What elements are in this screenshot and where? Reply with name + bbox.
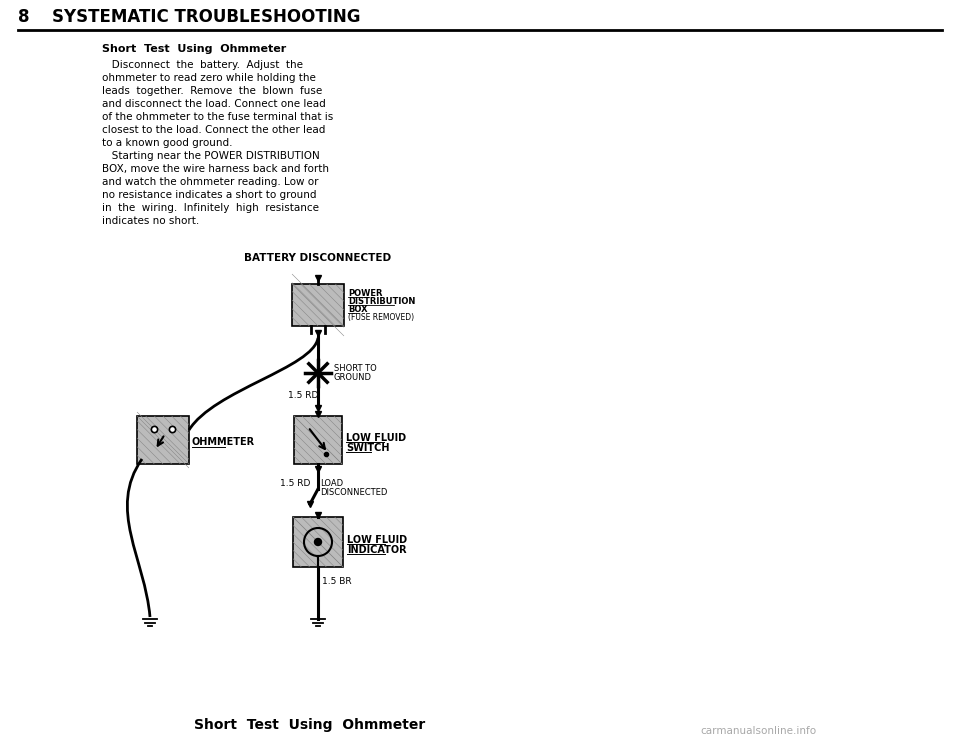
Text: SYSTEMATIC TROUBLESHOOTING: SYSTEMATIC TROUBLESHOOTING [52, 8, 361, 26]
Text: ohmmeter to read zero while holding the: ohmmeter to read zero while holding the [102, 73, 316, 83]
Text: INDICATOR: INDICATOR [347, 545, 407, 555]
Bar [294, 416, 342, 464]
Text: LOW FLUID: LOW FLUID [347, 535, 407, 545]
Circle shape [315, 539, 322, 545]
Text: no resistance indicates a short to ground: no resistance indicates a short to groun… [102, 190, 317, 200]
Text: in  the  wiring.  Infinitely  high  resistance: in the wiring. Infinitely high resistanc… [102, 203, 319, 213]
Text: Disconnect  the  battery.  Adjust  the: Disconnect the battery. Adjust the [102, 60, 303, 70]
Text: and disconnect the load. Connect one lead: and disconnect the load. Connect one lea… [102, 99, 325, 109]
Text: 8: 8 [18, 8, 30, 26]
Text: OHMMETER: OHMMETER [192, 437, 255, 447]
Text: indicates no short.: indicates no short. [102, 216, 200, 226]
Text: closest to the load. Connect the other lead: closest to the load. Connect the other l… [102, 125, 325, 135]
Text: BOX: BOX [348, 305, 368, 314]
Text: (FUSE REMOVED): (FUSE REMOVED) [348, 313, 414, 322]
Text: Short  Test  Using  Ohmmeter: Short Test Using Ohmmeter [194, 718, 425, 732]
Text: DISCONNECTED: DISCONNECTED [320, 488, 388, 497]
Text: and watch the ohmmeter reading. Low or: and watch the ohmmeter reading. Low or [102, 177, 319, 187]
Text: LOAD: LOAD [320, 479, 343, 488]
Bar [137, 416, 189, 464]
Text: GROUND: GROUND [334, 373, 372, 382]
Text: BOX, move the wire harness back and forth: BOX, move the wire harness back and fort… [102, 164, 329, 174]
Bar [292, 284, 344, 326]
Text: 1.5 BR: 1.5 BR [322, 577, 351, 586]
Text: 1.5 RD: 1.5 RD [288, 391, 319, 400]
Text: to a known good ground.: to a known good ground. [102, 138, 232, 148]
Text: 1.5 RD: 1.5 RD [280, 479, 310, 488]
Text: carmanualsonline.info: carmanualsonline.info [700, 726, 816, 736]
Text: of the ohmmeter to the fuse terminal that is: of the ohmmeter to the fuse terminal tha… [102, 112, 333, 122]
Bar [293, 517, 343, 567]
Text: SWITCH: SWITCH [346, 443, 390, 453]
Text: SHORT TO: SHORT TO [334, 364, 376, 373]
Text: BATTERY DISCONNECTED: BATTERY DISCONNECTED [245, 253, 392, 263]
Text: DISTRIBUTION: DISTRIBUTION [348, 297, 416, 306]
Text: Starting near the POWER DISTRIBUTION: Starting near the POWER DISTRIBUTION [102, 151, 320, 161]
Text: POWER: POWER [348, 289, 382, 298]
Text: LOW FLUID: LOW FLUID [346, 433, 406, 443]
Text: Short  Test  Using  Ohmmeter: Short Test Using Ohmmeter [102, 44, 286, 54]
Text: leads  together.  Remove  the  blown  fuse: leads together. Remove the blown fuse [102, 86, 323, 96]
